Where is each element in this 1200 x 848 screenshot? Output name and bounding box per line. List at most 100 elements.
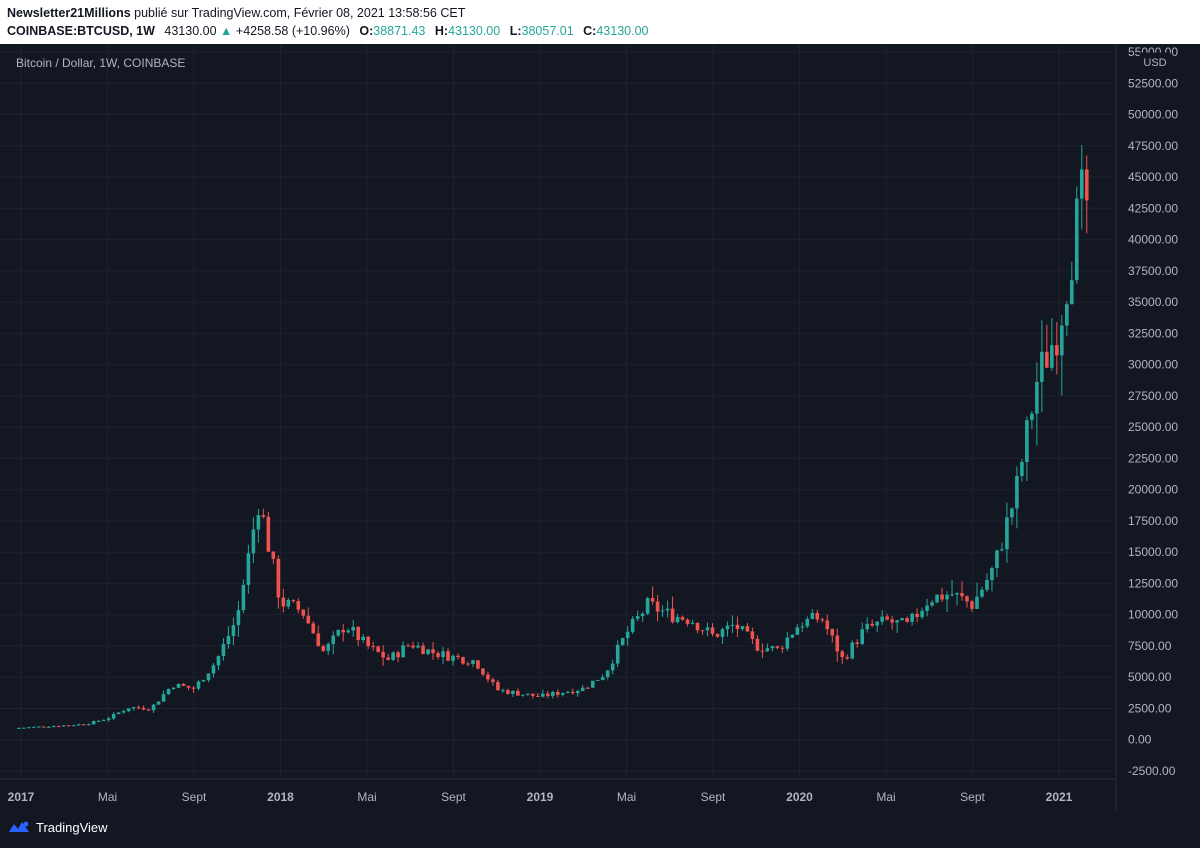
candle-up xyxy=(171,687,176,689)
candle-up xyxy=(206,673,211,681)
price-tick-label: 30000.00 xyxy=(1128,358,1178,372)
price-tick-label: -2500.00 xyxy=(1128,764,1176,778)
candle-down xyxy=(316,633,321,647)
candle-up xyxy=(860,629,865,644)
candle-up xyxy=(580,687,585,691)
candle-up xyxy=(236,610,241,626)
candle-up xyxy=(640,613,645,617)
candle-up xyxy=(61,725,66,727)
candle-up xyxy=(246,553,251,585)
candle-up xyxy=(610,663,615,671)
candle-up xyxy=(875,621,879,626)
author-name[interactable]: Newsletter21Millions xyxy=(7,6,131,20)
price-tick-label: 40000.00 xyxy=(1128,233,1178,247)
candle-down xyxy=(186,685,191,688)
time-tick-label: Sept xyxy=(441,790,466,804)
candle-up xyxy=(725,625,730,630)
tradingview-brand[interactable]: TradingView xyxy=(7,819,108,835)
candle-down xyxy=(496,682,500,691)
price-tick-label: 0.00 xyxy=(1128,733,1152,747)
candle-up xyxy=(176,683,181,688)
time-tick-label: Mai xyxy=(357,790,376,804)
candle-up xyxy=(501,690,505,692)
candle-down xyxy=(356,626,360,641)
candle-up xyxy=(121,711,126,713)
candle-up xyxy=(131,707,136,709)
time-axis[interactable]: 2017 Mai Sept 2018 Mai Sept 2019 Mai Sept 2020 Mai… xyxy=(8,790,1073,804)
time-tick-label: 2018 xyxy=(267,790,294,804)
price-tick-label: 47500.00 xyxy=(1128,139,1178,153)
candle-up xyxy=(900,618,904,621)
candle-up xyxy=(231,625,236,637)
candle-down xyxy=(141,707,146,710)
candle-up xyxy=(346,630,350,633)
time-tick-label: 2019 xyxy=(527,790,554,804)
price-tick-label: 2500.00 xyxy=(1128,701,1172,715)
price-tick-label: 20000.00 xyxy=(1128,483,1178,497)
candle-down xyxy=(536,695,540,697)
candle-up xyxy=(391,652,395,660)
candle-down xyxy=(870,623,874,626)
candle-up xyxy=(1010,508,1014,518)
candle-down xyxy=(915,613,919,618)
candle-up xyxy=(765,648,770,652)
candle-up xyxy=(690,622,695,624)
candle-down xyxy=(491,679,495,683)
currency-label: USD xyxy=(1143,57,1166,69)
candle-down xyxy=(366,636,370,647)
symbol-label[interactable]: COINBASE:BTCUSD, 1W xyxy=(7,24,155,38)
candle-down xyxy=(421,645,425,655)
price-tick-label: 5000.00 xyxy=(1128,670,1172,684)
candle-down xyxy=(276,558,281,598)
candle-up xyxy=(705,627,710,631)
candle-up xyxy=(810,612,815,619)
price-axis[interactable]: -2500.00 0.00 2500.00 5000.00 7500.00 10000.0… xyxy=(1128,45,1178,778)
low-value: 38057.01 xyxy=(521,24,574,38)
candle-down xyxy=(371,646,375,648)
currency-badge: USD xyxy=(1139,52,1171,71)
candle-up xyxy=(91,721,96,725)
candle-up xyxy=(590,680,595,688)
candle-down xyxy=(506,690,510,694)
tradingview-logo-icon xyxy=(9,821,29,832)
candle-down xyxy=(680,616,685,620)
candle-down xyxy=(825,620,830,630)
price-tick-label: 22500.00 xyxy=(1128,451,1178,465)
last-price: 43130.00 xyxy=(164,24,217,38)
candle-up xyxy=(471,660,475,664)
candle-up xyxy=(37,726,41,728)
time-tick-label: Sept xyxy=(701,790,726,804)
candle-up xyxy=(660,610,665,612)
candle-up xyxy=(27,727,31,729)
candle-up xyxy=(216,656,221,666)
high-value: 43130.00 xyxy=(448,24,501,38)
candle-up xyxy=(600,677,605,680)
candle-up xyxy=(196,681,201,689)
candle-down xyxy=(321,646,326,651)
candle-down xyxy=(81,724,86,726)
candle-up xyxy=(101,720,106,722)
candle-down xyxy=(341,629,346,633)
candle-down xyxy=(780,647,785,649)
candle-up xyxy=(1030,413,1034,421)
candle-down xyxy=(261,515,266,517)
price-chart[interactable]: -2500.00 0.00 2500.00 5000.00 7500.00 10000.0… xyxy=(0,44,1200,810)
candle-down xyxy=(970,601,974,609)
candle-down xyxy=(840,651,845,658)
candle-up xyxy=(980,589,984,597)
candle-up xyxy=(76,724,81,726)
candle-up xyxy=(645,598,650,614)
low-label: L: xyxy=(509,24,522,38)
candle-up xyxy=(351,626,355,631)
candle-up xyxy=(511,690,515,694)
candle-down xyxy=(461,657,465,664)
candle-up xyxy=(990,568,994,581)
candle-down xyxy=(476,660,480,669)
candles xyxy=(17,145,1089,729)
open-label: O: xyxy=(359,24,374,38)
candle-down xyxy=(890,619,894,623)
candle-up xyxy=(925,605,929,612)
up-arrow-icon: ▲ xyxy=(220,24,233,38)
candle-up xyxy=(945,594,949,600)
published-text: publié sur TradingView.com, Février 08, … xyxy=(134,6,466,20)
